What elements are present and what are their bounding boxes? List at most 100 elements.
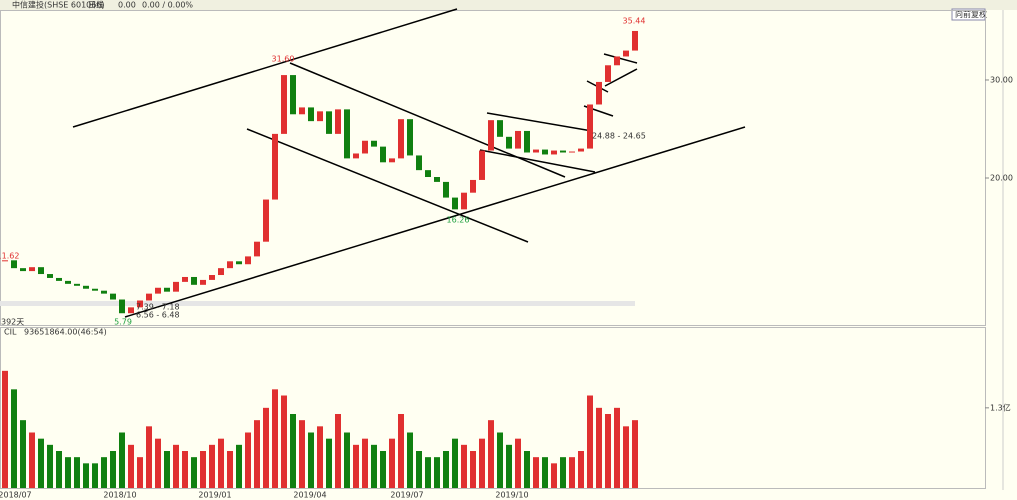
volume-bar bbox=[416, 451, 422, 488]
annotation: 31.60 bbox=[272, 55, 295, 64]
trend-line bbox=[604, 68, 638, 87]
volume-bar bbox=[344, 432, 350, 488]
range-band bbox=[0, 301, 635, 306]
candle bbox=[533, 149, 539, 153]
indicator-reading: 93651864.00(46:54) bbox=[24, 328, 107, 337]
volume-bar bbox=[236, 444, 242, 488]
candle bbox=[74, 283, 80, 286]
candle bbox=[200, 279, 206, 285]
candle bbox=[569, 151, 575, 153]
candle bbox=[56, 277, 62, 281]
trend-line bbox=[246, 128, 529, 243]
volume-bar bbox=[407, 432, 413, 488]
volume-bar bbox=[164, 451, 170, 488]
volume-bar bbox=[146, 426, 152, 488]
candle bbox=[416, 155, 422, 171]
candle bbox=[479, 150, 485, 180]
candle bbox=[245, 256, 251, 265]
volume-bar bbox=[479, 438, 485, 488]
candle bbox=[164, 287, 170, 292]
candle bbox=[128, 307, 134, 314]
volume-bar bbox=[299, 420, 305, 488]
volume-bar bbox=[38, 438, 44, 488]
x-tick-label: 2018/10 bbox=[103, 491, 136, 500]
volume-bar bbox=[47, 444, 53, 488]
annotation: 11.62 bbox=[0, 252, 19, 261]
volume-bar bbox=[398, 414, 404, 488]
volume-bar bbox=[488, 420, 494, 488]
candle bbox=[155, 287, 161, 294]
candle bbox=[596, 81, 602, 105]
candle bbox=[560, 150, 566, 153]
candle bbox=[335, 109, 341, 134]
trend-line bbox=[603, 53, 638, 64]
y-tick-label: 1.3亿 bbox=[990, 402, 1011, 412]
annotation: 16.26 bbox=[447, 216, 470, 225]
candle bbox=[632, 30, 638, 51]
candle bbox=[137, 300, 143, 308]
volume-bar bbox=[245, 432, 251, 488]
volume-bar bbox=[380, 451, 386, 488]
trend-line bbox=[486, 112, 593, 132]
volume-bar bbox=[83, 463, 89, 488]
candle bbox=[326, 111, 332, 134]
y-tick-label: 20.00 bbox=[990, 173, 1013, 182]
candle bbox=[254, 241, 260, 257]
indicator-name[interactable]: CIL bbox=[4, 328, 17, 337]
candle bbox=[218, 268, 224, 276]
candle bbox=[506, 136, 512, 149]
volume-bar bbox=[2, 370, 8, 488]
volume-bar bbox=[110, 451, 116, 488]
candle bbox=[299, 107, 305, 115]
volume-bar bbox=[263, 407, 269, 488]
volume-bar bbox=[578, 451, 584, 488]
candle bbox=[515, 130, 521, 149]
candle bbox=[290, 75, 296, 115]
candle bbox=[272, 133, 278, 200]
candle bbox=[191, 276, 197, 285]
volume-bar bbox=[209, 444, 215, 488]
adjust-label[interactable]: 向前复权 bbox=[955, 9, 987, 19]
header-bar bbox=[0, 0, 1017, 10]
candle bbox=[263, 199, 269, 242]
candle bbox=[92, 288, 98, 291]
volume-bar bbox=[569, 457, 575, 488]
volume-bar bbox=[614, 407, 620, 488]
volume-bar bbox=[218, 438, 224, 488]
price-pane bbox=[0, 10, 986, 326]
candle bbox=[317, 111, 323, 122]
x-tick-label: 2018/07 bbox=[0, 491, 32, 500]
candle bbox=[452, 197, 458, 210]
volume-bar bbox=[362, 438, 368, 488]
volume-bar bbox=[443, 451, 449, 488]
volume-bar bbox=[497, 432, 503, 488]
annotation: 7.39 - 7.18 bbox=[136, 303, 180, 312]
candle bbox=[551, 150, 557, 155]
volume-bar bbox=[173, 444, 179, 488]
price: 0.00 bbox=[118, 1, 136, 10]
volume-bar bbox=[20, 420, 26, 488]
candle bbox=[470, 179, 476, 193]
candle bbox=[173, 281, 179, 292]
candle bbox=[353, 153, 359, 159]
candle bbox=[587, 104, 593, 149]
annotation: 392天 bbox=[1, 318, 24, 327]
candle bbox=[362, 140, 368, 154]
candle bbox=[398, 119, 404, 159]
volume-bar bbox=[596, 407, 602, 488]
volume-bar bbox=[29, 432, 35, 488]
candle bbox=[20, 268, 26, 272]
candle bbox=[623, 50, 629, 57]
volume-bar bbox=[389, 438, 395, 488]
candle bbox=[83, 285, 89, 289]
x-tick-label: 2019/01 bbox=[198, 491, 231, 500]
candle bbox=[2, 260, 8, 262]
volume-bar bbox=[200, 451, 206, 488]
candle bbox=[47, 274, 53, 278]
trend-line bbox=[479, 149, 596, 173]
period[interactable]: 日线 bbox=[88, 0, 104, 10]
volume-bar bbox=[11, 389, 17, 488]
candle bbox=[542, 149, 548, 155]
volume-bar bbox=[470, 451, 476, 488]
